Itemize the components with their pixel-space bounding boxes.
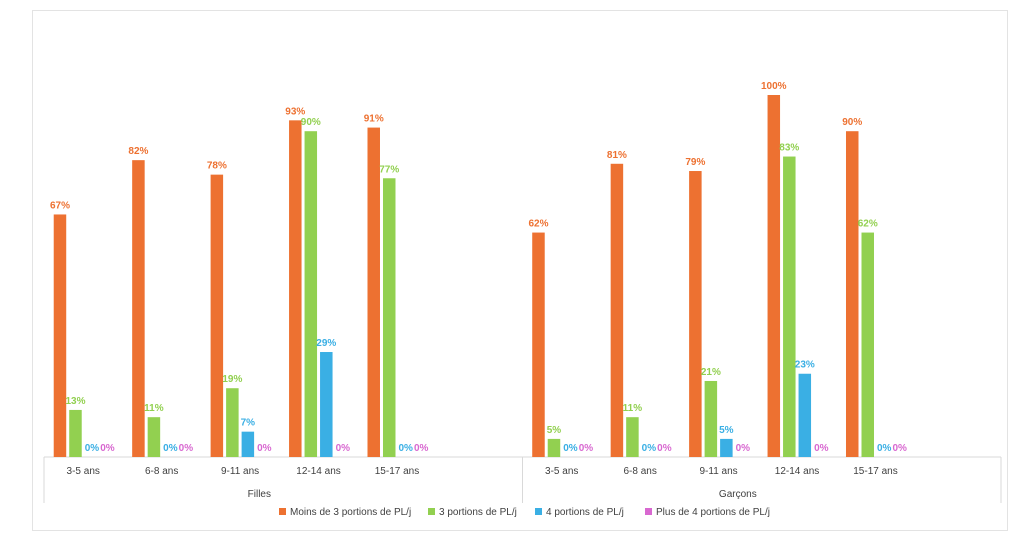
data-label: 11% (623, 403, 643, 414)
data-label: 11% (144, 403, 164, 414)
bar-filles-4-s2 (304, 131, 318, 457)
bar-garçons-2-s2 (626, 417, 639, 457)
legend-swatch (279, 508, 286, 515)
data-label: 0% (399, 443, 414, 454)
data-label: 81% (607, 150, 627, 161)
bar-filles-4-s3 (320, 352, 333, 457)
data-label: 93% (285, 106, 305, 117)
legend-label: Plus de 4 portions de PL/j (656, 507, 770, 518)
data-label: 91% (364, 114, 384, 125)
data-label: 78% (207, 161, 227, 172)
legend-swatch (428, 508, 435, 515)
data-label: 0% (414, 443, 429, 454)
bar-filles-4-s1 (289, 120, 302, 457)
bar-garçons-2-s1 (610, 163, 624, 457)
bar-filles-3-s2 (226, 388, 239, 457)
data-label: 62% (528, 219, 548, 230)
bar-garçons-4-s3 (798, 373, 812, 457)
legend-label: 3 portions de PL/j (439, 507, 517, 518)
bar-filles-2-s1 (132, 160, 145, 457)
bar-filles-1-s1 (53, 214, 67, 457)
bar-garçons-3-s3 (720, 438, 733, 457)
data-label: 79% (685, 157, 705, 168)
x-tick-label: 15-17 ans (375, 466, 419, 477)
bar-garçons-5-s2 (861, 232, 874, 457)
chart-frame: 67% 13% 0% 0% 3-5 ans 82% 11% 0% 0% 6-8 ans 78% 19%… (32, 10, 1008, 531)
legend-label: 4 portions de PL/j (546, 507, 624, 518)
bar-filles-5-s1 (367, 127, 380, 457)
data-label: 100% (761, 81, 787, 92)
x-tick-label: 6-8 ans (623, 466, 656, 477)
x-tick-label: 15-17 ans (853, 466, 897, 477)
data-label: 67% (50, 200, 70, 211)
group-label: Garçons (719, 489, 757, 500)
bar-filles-5-s2 (382, 178, 396, 457)
x-tick-label: 12-14 ans (296, 466, 340, 477)
x-tick-label: 6-8 ans (145, 466, 178, 477)
data-label: 29% (316, 338, 336, 349)
data-label: 77% (379, 164, 399, 175)
legend-swatch (645, 508, 652, 515)
data-label: 0% (257, 443, 272, 454)
data-label: 83% (779, 143, 799, 154)
bar-garçons-5-s1 (845, 131, 859, 457)
x-tick-label: 3-5 ans (545, 466, 578, 477)
legend-label: Moins de 3 portions de PL/j (290, 507, 411, 518)
data-label: 0% (893, 443, 908, 454)
data-label: 0% (336, 443, 351, 454)
data-label: 0% (179, 443, 194, 454)
x-tick-label: 9-11 ans (700, 466, 738, 477)
data-label: 0% (85, 443, 100, 454)
data-label: 0% (736, 443, 751, 454)
data-label: 90% (301, 117, 321, 128)
data-label: 0% (579, 443, 594, 454)
bar-garçons-3-s2 (704, 380, 718, 457)
data-label: 0% (100, 443, 115, 454)
bar-garçons-4-s2 (783, 156, 796, 458)
data-label: 19% (222, 374, 242, 385)
data-label: 0% (642, 443, 657, 454)
data-label: 82% (128, 146, 148, 157)
data-label: 13% (65, 396, 85, 407)
legend-swatch (535, 508, 542, 515)
data-label: 0% (563, 443, 578, 454)
data-label: 21% (701, 367, 721, 378)
data-label: 0% (814, 443, 829, 454)
data-label: 5% (719, 425, 734, 436)
data-label: 0% (657, 443, 672, 454)
bar-filles-3-s3 (241, 431, 255, 457)
data-label: 62% (858, 219, 878, 230)
x-tick-label: 12-14 ans (775, 466, 819, 477)
group-label: Filles (248, 489, 271, 500)
data-label: 0% (877, 443, 892, 454)
bar-filles-2-s2 (147, 417, 161, 457)
x-tick-label: 3-5 ans (67, 466, 100, 477)
data-label: 0% (163, 443, 178, 454)
data-label: 90% (842, 117, 862, 128)
data-label: 7% (241, 418, 256, 429)
x-tick-label: 9-11 ans (221, 466, 259, 477)
bar-garçons-3-s1 (689, 171, 702, 457)
bar-garçons-1-s1 (532, 232, 545, 457)
bar-garçons-1-s2 (547, 438, 561, 457)
bar-garçons-4-s1 (767, 95, 781, 457)
data-label: 5% (547, 425, 562, 436)
data-label: 23% (795, 360, 815, 371)
bar-filles-3-s1 (210, 174, 224, 457)
bar-filles-1-s2 (69, 409, 82, 457)
